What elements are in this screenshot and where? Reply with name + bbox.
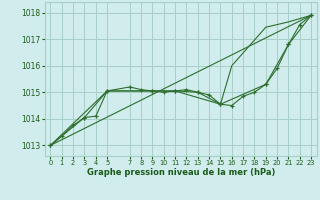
X-axis label: Graphe pression niveau de la mer (hPa): Graphe pression niveau de la mer (hPa) bbox=[87, 168, 275, 177]
